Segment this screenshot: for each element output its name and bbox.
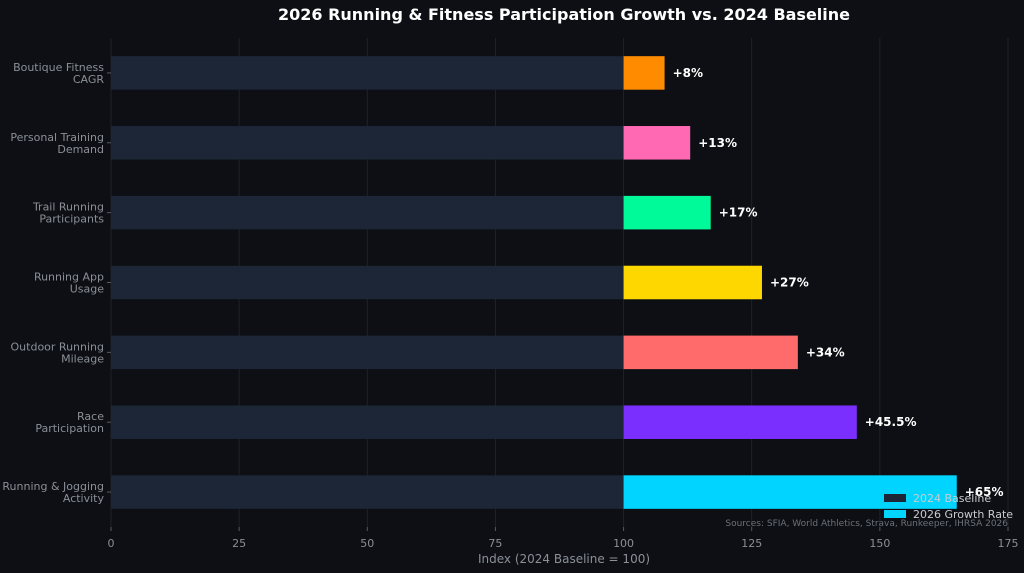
category-label-1: Personal Training Demand bbox=[10, 131, 104, 156]
chart-title: 2026 Running & Fitness Participation Gro… bbox=[278, 5, 850, 24]
category-label-line: Running App bbox=[34, 271, 104, 284]
baseline-bar-0 bbox=[111, 56, 624, 90]
data-label-3: +27% bbox=[770, 276, 809, 290]
category-label-4: Outdoor Running Mileage bbox=[11, 340, 105, 365]
x-tick-label-0: 0 bbox=[108, 537, 115, 550]
source-note: Sources: SFIA, World Athletics, Strava, … bbox=[725, 519, 1008, 529]
baseline-bar-6 bbox=[111, 475, 624, 509]
x-tick-label-4: 100 bbox=[613, 537, 634, 550]
category-label-0: Boutique Fitness CAGR bbox=[13, 61, 104, 86]
x-tick-label-2: 50 bbox=[360, 537, 374, 550]
data-label-0: +8% bbox=[673, 66, 703, 80]
legend-label-0: 2024 Baseline bbox=[913, 492, 991, 505]
data-label-5: +45.5% bbox=[865, 415, 917, 429]
x-axis-label: Index (2024 Baseline = 100) bbox=[478, 552, 650, 566]
category-label-3: Running App Usage bbox=[34, 271, 104, 296]
category-label-line: Activity bbox=[63, 492, 105, 505]
x-tick-label-5: 125 bbox=[741, 537, 762, 550]
growth-bar-1 bbox=[623, 126, 691, 160]
x-tick-label-7: 175 bbox=[998, 537, 1019, 550]
category-label-line: Usage bbox=[70, 283, 105, 296]
bars bbox=[111, 56, 957, 509]
category-label-line: Running & Jogging bbox=[2, 480, 104, 493]
growth-bar-6 bbox=[623, 475, 957, 509]
category-label-line: Participation bbox=[35, 422, 104, 435]
category-label-line: Trail Running bbox=[32, 201, 104, 214]
category-label-line: Participants bbox=[39, 213, 104, 226]
legend: 2024 Baseline 2026 Growth Rate bbox=[884, 492, 1013, 521]
labels: 0 25 50 75 100 125 150 175 +8% Boutique Fitness CA… bbox=[2, 61, 1018, 550]
category-label-line: Personal Training bbox=[10, 131, 104, 144]
category-label-2: Trail Running Participants bbox=[32, 201, 104, 226]
growth-bar-0 bbox=[623, 56, 665, 90]
category-label-5: Race Participation bbox=[35, 410, 104, 435]
baseline-bar-2 bbox=[111, 195, 624, 230]
legend-swatch-0 bbox=[884, 494, 906, 502]
data-label-4: +34% bbox=[806, 345, 845, 359]
category-label-line: Outdoor Running bbox=[11, 340, 104, 353]
x-tick-label-3: 75 bbox=[488, 537, 502, 550]
growth-bar-2 bbox=[623, 195, 711, 230]
baseline-bar-3 bbox=[111, 265, 624, 300]
category-label-line: Mileage bbox=[61, 352, 104, 365]
baseline-bar-1 bbox=[111, 126, 624, 160]
category-label-line: Race bbox=[77, 410, 104, 423]
category-label-line: Boutique Fitness bbox=[13, 61, 104, 74]
data-label-1: +13% bbox=[698, 136, 737, 150]
growth-bar-3 bbox=[623, 265, 762, 300]
category-label-6: Running & Jogging Activity bbox=[2, 480, 104, 505]
baseline-bar-4 bbox=[111, 335, 624, 370]
x-tick-label-6: 150 bbox=[869, 537, 890, 550]
legend-label-1: 2026 Growth Rate bbox=[913, 508, 1013, 521]
category-label-line: CAGR bbox=[73, 73, 105, 86]
baseline-bar-5 bbox=[111, 405, 624, 439]
x-tick-label-1: 25 bbox=[232, 537, 246, 550]
growth-bar-4 bbox=[623, 335, 798, 370]
data-label-2: +17% bbox=[719, 206, 758, 220]
category-label-line: Demand bbox=[57, 143, 104, 156]
legend-swatch-1 bbox=[884, 510, 906, 518]
growth-bar-5 bbox=[623, 405, 857, 439]
data-label-6: +65% bbox=[965, 485, 1004, 499]
